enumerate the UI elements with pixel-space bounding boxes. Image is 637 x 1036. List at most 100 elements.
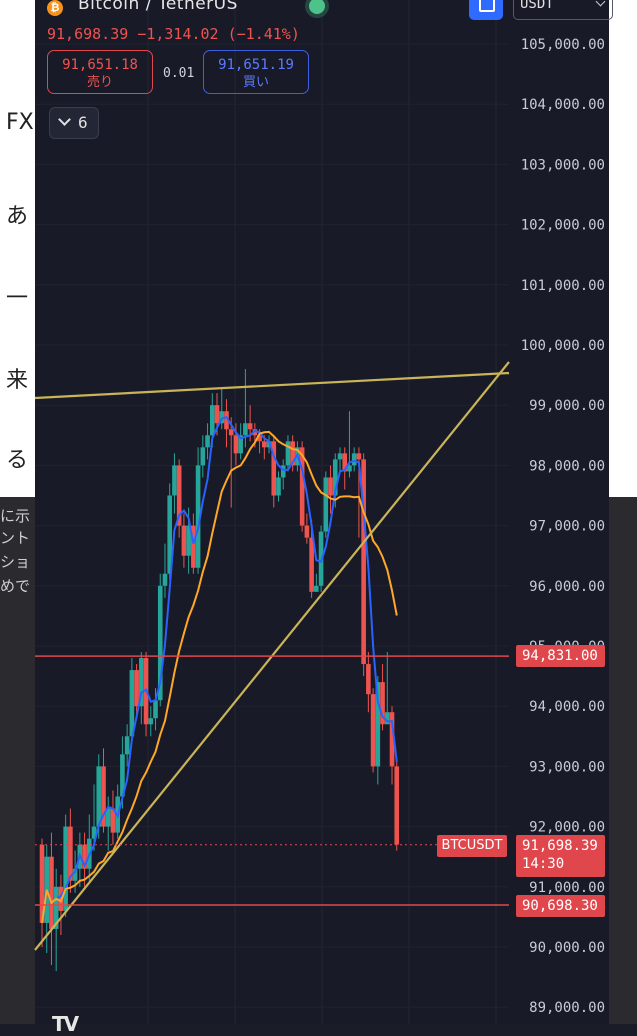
candle [238, 435, 243, 454]
candle [101, 766, 106, 827]
background-text: めで [0, 577, 31, 595]
candle [224, 411, 229, 430]
y-tick-label: 105,000.00 [521, 37, 605, 53]
candle [380, 682, 385, 725]
candle [271, 441, 277, 496]
candle [243, 423, 248, 436]
buy-price: 91,651.19 [218, 57, 294, 73]
last-price-tag: 91,698.39 14:30 [516, 835, 605, 877]
indicators-count: 6 [78, 113, 88, 132]
candle [214, 405, 220, 424]
y-tick-label: 100,000.00 [521, 338, 605, 354]
y-tick-label: 89,000.00 [529, 1000, 605, 1016]
chevron-down-icon [58, 113, 71, 126]
candle [195, 465, 201, 568]
candle [314, 585, 319, 592]
y-tick-label: 91,000.00 [529, 880, 605, 896]
candle [309, 537, 314, 592]
candle [162, 573, 168, 586]
symbol-tag: BTCUSDT [437, 835, 507, 857]
candle [205, 435, 210, 448]
price-quote: 91,698.39 −1,314.02 (−1.41%) [47, 25, 300, 43]
candle [63, 826, 68, 911]
candle [153, 700, 158, 719]
last-price-value: 91,698.39 [522, 838, 598, 854]
y-tick-label: 99,000.00 [529, 398, 605, 414]
candle [394, 766, 400, 845]
chevron-down-icon [595, 0, 606, 7]
background-text: に示 [0, 507, 31, 525]
slow-moving-average-line [41, 430, 398, 924]
candle [356, 453, 362, 460]
sell-label: 売り [86, 75, 113, 90]
y-tick-label: 92,000.00 [529, 820, 605, 836]
candle [53, 886, 59, 929]
window-icon [479, 0, 495, 12]
candle [39, 844, 45, 923]
candle [290, 441, 295, 466]
candle [328, 477, 333, 496]
candle [280, 465, 286, 478]
spread-value: 0.01 [163, 66, 195, 81]
candles [39, 369, 400, 972]
currency-value: USDT [520, 0, 554, 12]
background-text: ショ [0, 553, 31, 571]
background-text: ント [0, 529, 31, 547]
y-tick-label: 90,000.00 [529, 940, 605, 956]
candle [370, 694, 376, 767]
candle [68, 826, 73, 881]
layout-button[interactable] [469, 0, 503, 20]
sell-price: 91,651.18 [62, 57, 138, 73]
candle [285, 441, 291, 466]
background-text: る [6, 448, 29, 473]
sell-button[interactable]: 91,651.18 売り [47, 50, 153, 94]
background-text: 来 [6, 368, 29, 393]
drawings [34, 361, 510, 951]
y-tick-label: 97,000.00 [529, 519, 605, 535]
moving-averages [41, 416, 398, 924]
symbol-title[interactable]: Bitcoin / TetherUS [78, 0, 238, 14]
y-tick-label: 104,000.00 [521, 97, 605, 113]
candle [252, 429, 258, 436]
candle [167, 495, 173, 574]
y-tick-label: 102,000.00 [521, 218, 605, 234]
y-tick-label: 98,000.00 [529, 458, 605, 474]
candle [247, 423, 253, 430]
candle [91, 826, 97, 839]
candle [200, 447, 206, 466]
lower-line-price-tag: 90,698.30 [516, 895, 605, 917]
buy-button[interactable]: 91,651.19 買い [203, 50, 309, 94]
candle [257, 435, 262, 442]
candle [304, 525, 310, 538]
candle [181, 525, 187, 556]
candle [82, 844, 87, 869]
indicators-toggle-button[interactable]: 6 [49, 107, 99, 139]
candle [228, 429, 234, 436]
candle [172, 465, 177, 496]
candle [351, 453, 357, 466]
candle [262, 441, 267, 448]
candle [332, 459, 338, 496]
y-tick-label: 94,000.00 [529, 699, 605, 715]
fast-moving-average-line [41, 416, 398, 924]
candle [323, 477, 329, 532]
candle [134, 670, 139, 707]
candle [139, 658, 144, 707]
candle [299, 447, 305, 526]
candle [148, 718, 154, 725]
candle [375, 682, 381, 767]
upper-line-price-tag: 94,831.00 [516, 645, 605, 667]
countdown-value: 14:30 [522, 856, 565, 872]
background-text: あ [6, 204, 29, 229]
candle [384, 712, 390, 725]
candle [96, 766, 102, 827]
candle [176, 465, 182, 526]
candle [233, 435, 239, 454]
candle [389, 712, 395, 767]
background-text: 一 [6, 286, 29, 311]
bitcoin-icon: ₿ [47, 0, 63, 16]
candle [219, 411, 225, 424]
buy-label: 買い [242, 75, 269, 90]
currency-select[interactable]: USDT [513, 0, 613, 20]
